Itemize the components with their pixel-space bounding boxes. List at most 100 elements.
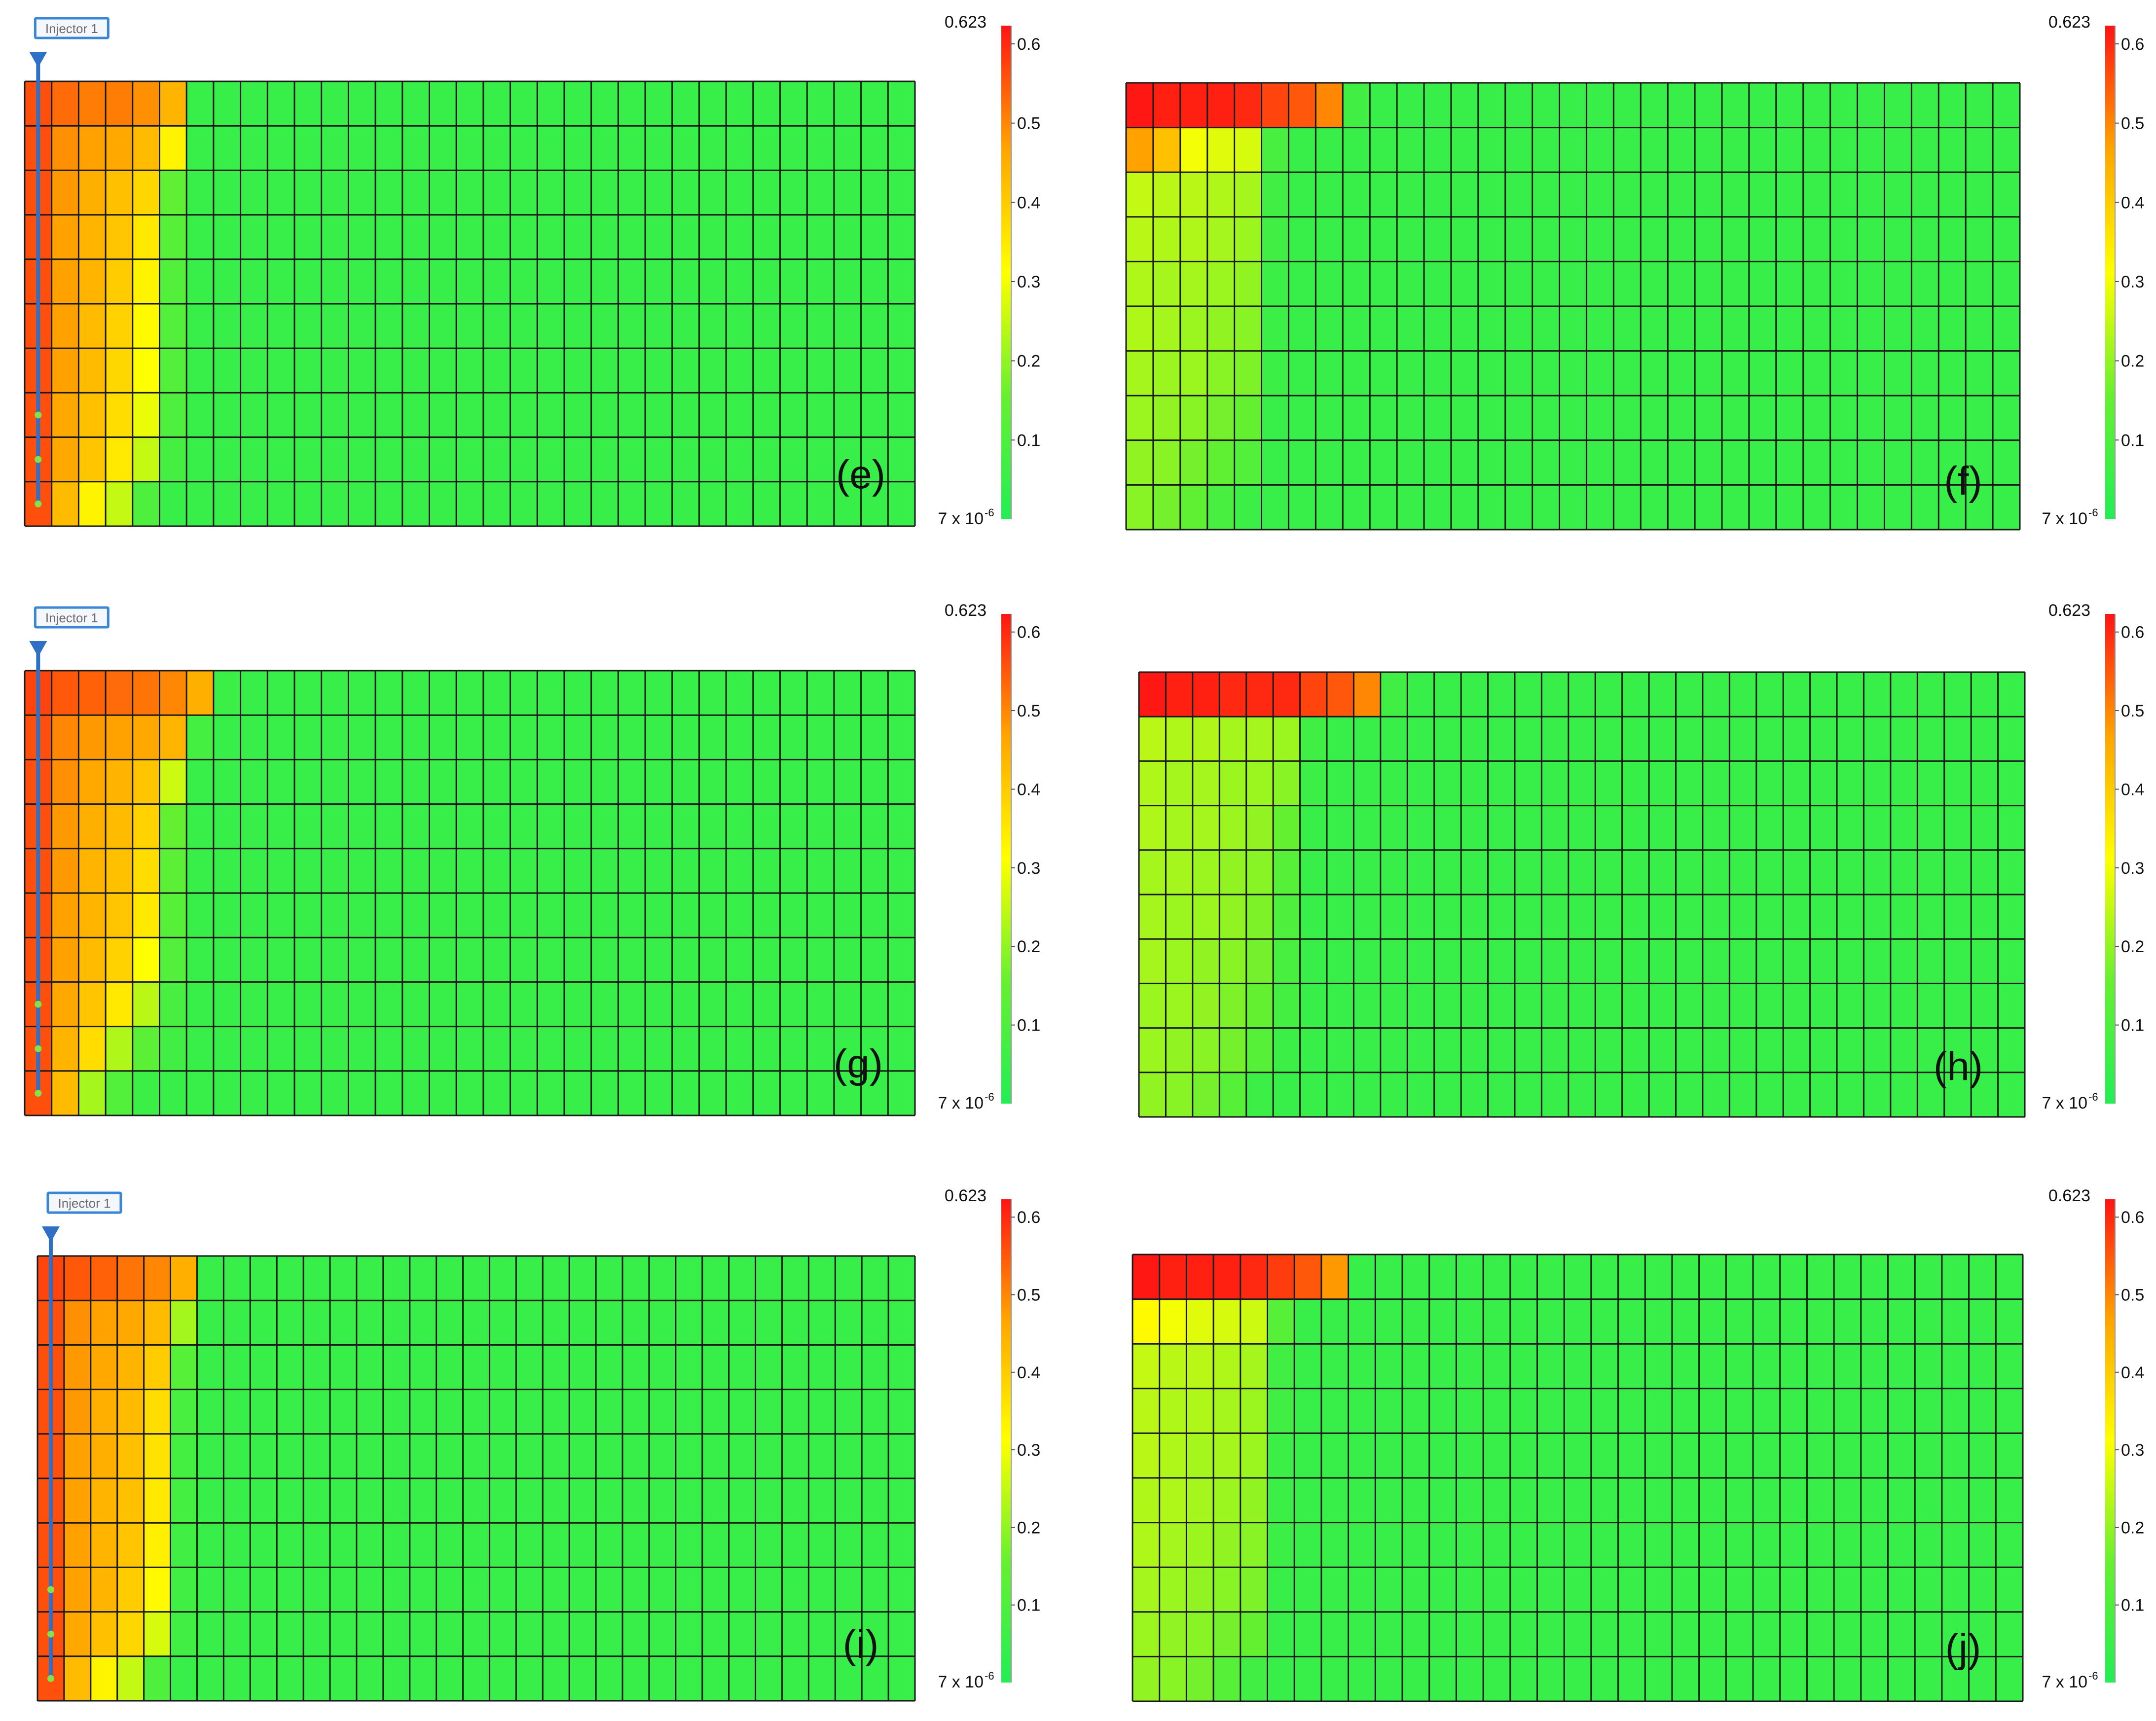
grid-cell bbox=[1219, 895, 1247, 939]
grid-cell bbox=[1186, 1656, 1214, 1702]
grid-cell bbox=[1300, 850, 1327, 895]
grid-cell bbox=[1300, 717, 1327, 761]
grid-cell bbox=[132, 1026, 160, 1072]
grid-cell bbox=[1261, 485, 1289, 530]
grid-cell bbox=[186, 848, 214, 894]
grid-cell bbox=[132, 671, 160, 716]
grid-cell bbox=[1186, 1612, 1214, 1657]
perforation-dot bbox=[35, 500, 42, 507]
grid-cell bbox=[106, 126, 133, 171]
grid-cell bbox=[1219, 983, 1247, 1029]
injector-well[interactable]: Injector 1 bbox=[29, 606, 110, 1097]
grid-cell bbox=[1273, 983, 1301, 1029]
grid-cell bbox=[78, 437, 106, 482]
grid-cell bbox=[1326, 717, 1354, 761]
grid-cell bbox=[1353, 672, 1381, 717]
colorbar: 0.1 0.2 0.3 0.4 0.5 0.6 0.623 7 x 10 -6 bbox=[2042, 13, 2144, 528]
grid-cell bbox=[144, 1256, 171, 1301]
grid-cell bbox=[170, 1434, 197, 1479]
grid-cell bbox=[78, 1071, 106, 1116]
grid-cell bbox=[117, 1345, 145, 1390]
grid-cell bbox=[1267, 1567, 1295, 1613]
grid-cell bbox=[1261, 83, 1289, 128]
grid-cell bbox=[132, 259, 160, 304]
grid-cell bbox=[1234, 306, 1262, 352]
grid-cell bbox=[1139, 717, 1166, 761]
grid-cell bbox=[1261, 216, 1289, 262]
grid-cell bbox=[186, 893, 214, 938]
grid-cell bbox=[106, 937, 133, 982]
grid-cell bbox=[159, 393, 187, 438]
grid-cell bbox=[1240, 1522, 1268, 1568]
grid-cell bbox=[144, 1523, 171, 1568]
grid-cell bbox=[197, 1345, 224, 1390]
panel-f: (f) 0.1 0.2 0.3 0.4 0.5 0.6 0.623 7 x 10 -6 bbox=[1125, 13, 2144, 531]
grid-cell bbox=[1234, 261, 1262, 307]
grid-cell bbox=[1300, 1028, 1327, 1073]
colorbar-tick-label: 0.5 bbox=[2121, 114, 2144, 133]
grid-cell bbox=[1273, 717, 1301, 761]
grid-cell bbox=[1273, 761, 1301, 806]
grid-cell bbox=[1288, 306, 1316, 352]
grid-cell bbox=[170, 1567, 197, 1613]
grid-cell bbox=[1246, 939, 1274, 984]
grid-cell bbox=[1240, 1299, 1268, 1344]
grid-cell bbox=[186, 715, 214, 760]
grid-cell bbox=[186, 126, 214, 171]
grid-cell bbox=[64, 1656, 91, 1701]
grid-cell bbox=[1300, 983, 1327, 1029]
grid-cell bbox=[186, 215, 214, 260]
grid-cell bbox=[1159, 1299, 1187, 1344]
grid-cell bbox=[1207, 216, 1235, 262]
grid-cell bbox=[1153, 351, 1181, 396]
grid-cell bbox=[1273, 1072, 1301, 1117]
grid-cell bbox=[90, 1389, 118, 1434]
grid-cell bbox=[1207, 440, 1235, 485]
well-label: Injector 1 bbox=[58, 1196, 110, 1211]
grid-cell bbox=[106, 215, 133, 260]
grid-cell bbox=[1219, 850, 1247, 895]
injector-well[interactable]: Injector 1 bbox=[41, 1191, 122, 1682]
grid-cell bbox=[1294, 1344, 1322, 1389]
grid-cell bbox=[51, 170, 79, 215]
grid-cell bbox=[51, 848, 79, 894]
grid-cell bbox=[90, 1434, 118, 1479]
grid-cell bbox=[106, 393, 133, 438]
grid-cell bbox=[1273, 672, 1301, 717]
grid-cell bbox=[1192, 850, 1220, 895]
grid-cell bbox=[1234, 127, 1262, 173]
colorbar-tick-label: 0.4 bbox=[1017, 1363, 1040, 1382]
grid-cell bbox=[1166, 983, 1193, 1029]
grid-lines bbox=[24, 670, 916, 1116]
grid-cell bbox=[51, 215, 79, 260]
panel-j: (j) 0.1 0.2 0.3 0.4 0.5 0.6 0.623 7 x 10 -6 bbox=[1132, 1186, 2144, 1702]
colorbar-min-exponent: -6 bbox=[2088, 506, 2098, 519]
grid-cell bbox=[1294, 1522, 1322, 1568]
grid-cell bbox=[1288, 172, 1316, 217]
well-label-box bbox=[46, 1191, 122, 1214]
grid-cell bbox=[1133, 1567, 1160, 1613]
grid-cell bbox=[1192, 672, 1220, 717]
grid-cell bbox=[1219, 939, 1247, 984]
grid-cell bbox=[90, 1345, 118, 1390]
grid-cell bbox=[1294, 1299, 1322, 1344]
grid-cell bbox=[1180, 261, 1208, 307]
colorbar-tick-label: 0.4 bbox=[1017, 780, 1040, 799]
grid-cell bbox=[1153, 127, 1181, 173]
grid-cell bbox=[1207, 395, 1235, 441]
grid-cell bbox=[186, 348, 214, 393]
grid-cell bbox=[1261, 351, 1289, 396]
grid-cell bbox=[1273, 850, 1301, 895]
grid-cell bbox=[1213, 1478, 1241, 1523]
grid-cell bbox=[197, 1300, 224, 1345]
grid-cell bbox=[170, 1345, 197, 1390]
grid-cell bbox=[1207, 261, 1235, 307]
grid-cell bbox=[1261, 395, 1289, 441]
grid-cell bbox=[1126, 351, 1154, 396]
injector-well[interactable]: Injector 1 bbox=[29, 17, 110, 507]
grid-cell bbox=[78, 393, 106, 438]
grid-cell bbox=[1207, 306, 1235, 352]
grid-cell bbox=[132, 1071, 160, 1116]
triangle-down-icon bbox=[29, 52, 47, 68]
grid-cell bbox=[132, 715, 160, 760]
